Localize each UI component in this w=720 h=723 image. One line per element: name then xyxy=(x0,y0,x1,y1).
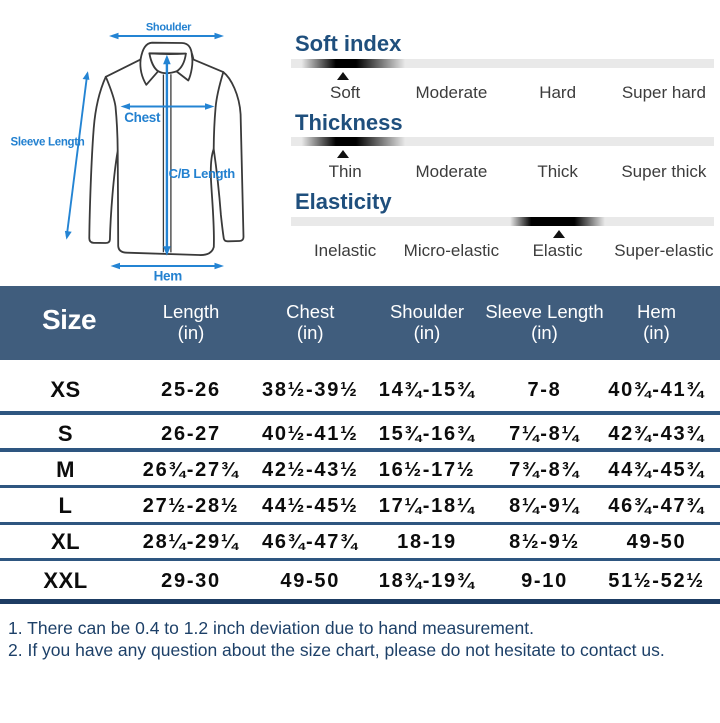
svg-text:Hem: Hem xyxy=(154,269,183,284)
svg-text:Shoulder: Shoulder xyxy=(146,22,192,34)
svg-text:Chest: Chest xyxy=(124,110,161,125)
svg-text:Sleeve Length: Sleeve Length xyxy=(10,137,84,149)
svg-text:C/B Length: C/B Length xyxy=(169,166,236,181)
